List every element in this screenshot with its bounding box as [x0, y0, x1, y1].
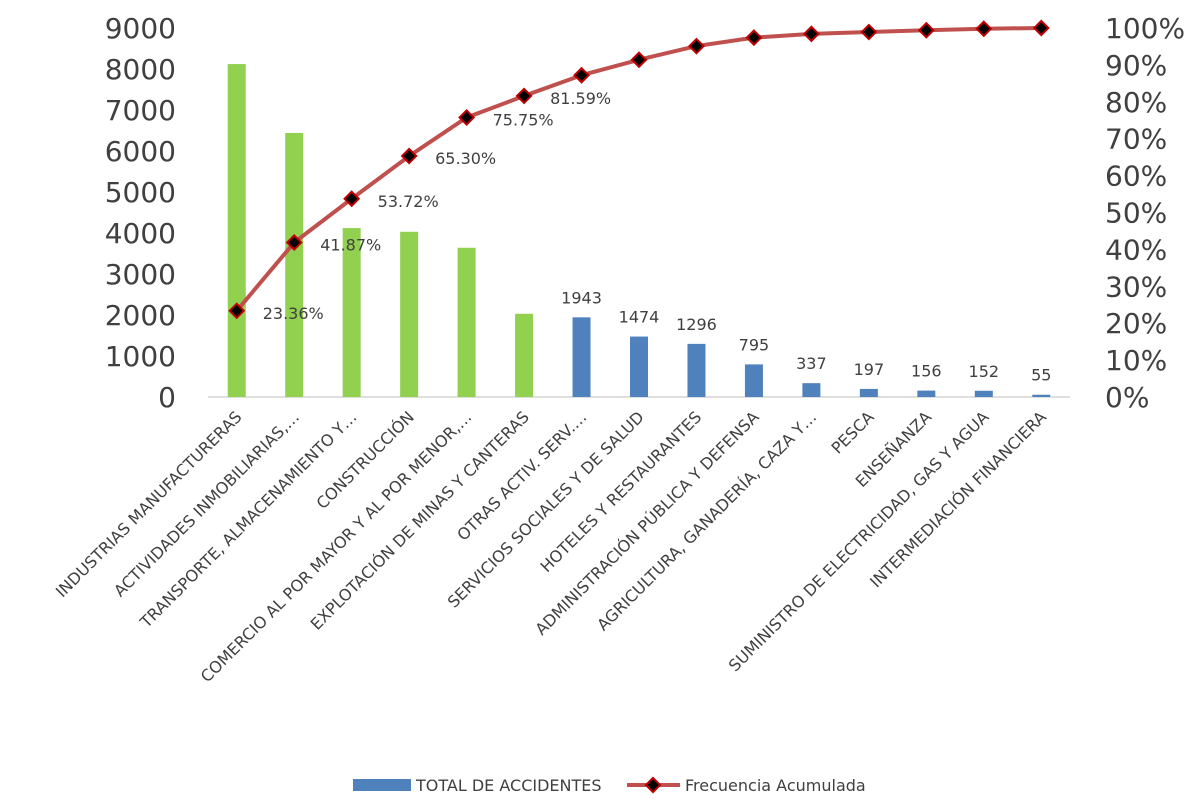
right-tick-label: 100%: [1105, 12, 1185, 45]
category-label: COMERCIO AL POR MAYOR Y AL POR MENOR,…: [197, 407, 476, 686]
bar-data-label: 1474: [619, 308, 660, 327]
left-tick-label: 3000: [105, 258, 176, 291]
bar-data-label: 156: [911, 362, 942, 381]
line-marker: [802, 25, 820, 43]
bar: [285, 132, 304, 397]
bar: [630, 336, 648, 397]
left-tick-label: 8000: [105, 53, 176, 86]
right-tick-label: 40%: [1105, 233, 1167, 266]
category-label: PESCA: [827, 407, 877, 457]
left-tick-label: 1000: [105, 340, 176, 373]
right-tick-label: 0%: [1105, 381, 1149, 414]
legend-label-line: Frecuencia Acumulada: [685, 776, 866, 795]
category-label: CONSTRUCCIÓN: [313, 407, 418, 512]
bar: [342, 228, 361, 397]
cumulative-line-series: [228, 19, 1050, 320]
left-axis-ticks: 0 1000 2000 3000 4000 5000 6000 7000 8000 9000: [105, 12, 176, 414]
line-data-label: 65.30%: [435, 149, 496, 168]
line-marker: [400, 147, 418, 165]
line-marker: [1032, 19, 1050, 37]
bar-data-label: 795: [739, 335, 770, 354]
right-axis-ticks: 0% 10% 20% 30% 40%50% 60% 70% 80% 90% 100%: [1105, 12, 1185, 414]
line-data-label: 53.72%: [378, 192, 439, 211]
right-tick-label: 70%: [1105, 123, 1167, 156]
bar-series: [227, 64, 1051, 397]
left-tick-label: 0: [158, 381, 176, 414]
right-tick-label: 90%: [1105, 49, 1167, 82]
bar-data-label: 152: [969, 362, 1000, 381]
line-marker: [630, 51, 648, 69]
bar-data-label: 337: [796, 354, 827, 373]
bar: [1032, 394, 1051, 397]
line-data-label: 81.59%: [550, 89, 611, 108]
bar-data-label: 1943: [561, 288, 602, 307]
bar: [744, 364, 763, 397]
line-marker: [917, 21, 935, 39]
right-tick-label: 80%: [1105, 86, 1167, 119]
line-marker: [458, 108, 476, 126]
right-tick-label: 10%: [1105, 344, 1167, 377]
left-tick-label: 2000: [105, 299, 176, 332]
right-tick-label: 20%: [1105, 307, 1167, 340]
line-marker: [745, 29, 763, 47]
line-data-label: 23.36%: [263, 304, 324, 323]
line-marker: [860, 23, 878, 41]
right-tick-label: 50%: [1105, 197, 1167, 230]
bar: [400, 231, 419, 397]
bar: [687, 343, 706, 397]
legend-swatch-bars: [353, 779, 411, 791]
line-marker: [343, 190, 361, 208]
category-label: EXPLOTACIÓN DE MINAS Y CANTERAS: [307, 407, 533, 633]
line-data-labels: 23.36% 41.87% 53.72% 65.30% 75.75% 81.59%: [263, 89, 611, 323]
left-tick-label: 6000: [105, 135, 176, 168]
left-tick-label: 7000: [105, 94, 176, 127]
right-tick-label: 30%: [1105, 270, 1167, 303]
left-tick-label: 5000: [105, 176, 176, 209]
bar: [457, 247, 476, 397]
left-tick-label: 4000: [105, 217, 176, 250]
bar-data-label: 197: [854, 360, 885, 379]
line-marker: [515, 87, 533, 105]
right-tick-label: 60%: [1105, 160, 1167, 193]
category-label: SUMINISTRO DE ELECTRICIDAD, GAS Y AGUA: [725, 407, 993, 675]
bar: [917, 390, 936, 397]
bar-data-labels: 1943 1474 1296 795 337 197 156 152 55: [561, 288, 1051, 384]
bar-data-label: 1296: [676, 315, 717, 334]
bar: [227, 64, 246, 397]
line-marker: [285, 234, 303, 251]
legend: TOTAL DE ACCIDENTES Frecuencia Acumulada: [353, 776, 866, 795]
bar-data-label: 55: [1031, 366, 1051, 385]
bar: [515, 313, 534, 397]
category-label: TRANSPORTE, ALMACENAMIENTO Y…: [136, 407, 361, 632]
line-marker: [975, 20, 993, 38]
line-marker: [573, 66, 591, 84]
legend-marker: [644, 776, 662, 794]
left-tick-label: 9000: [105, 12, 176, 45]
bar: [802, 383, 821, 397]
line-data-label: 41.87%: [320, 235, 381, 254]
line-marker: [228, 302, 246, 320]
line-data-label: 75.75%: [493, 110, 554, 129]
line-marker: [687, 37, 705, 55]
bar: [859, 388, 878, 397]
legend-label-bars: TOTAL DE ACCIDENTES: [415, 776, 602, 795]
bar: [572, 317, 591, 397]
bar: [974, 390, 993, 397]
